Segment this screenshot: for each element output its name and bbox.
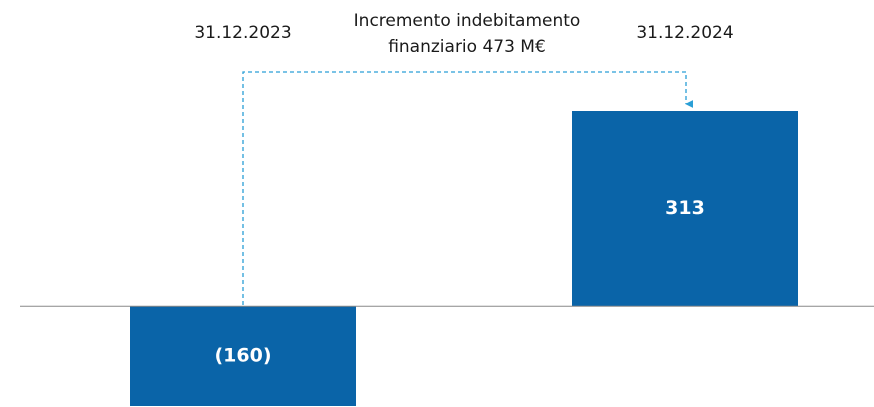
bar <box>130 306 356 406</box>
x-tick-label: 31.12.2024 <box>636 23 733 43</box>
bar <box>572 111 798 307</box>
value-label: 313 <box>665 197 705 219</box>
value-label: (160) <box>214 345 271 367</box>
annotation-line: finanziario 473 M€ <box>388 37 546 57</box>
annotation-line: Incremento indebitamento <box>354 11 581 31</box>
x-tick-label: 31.12.2023 <box>194 23 291 43</box>
